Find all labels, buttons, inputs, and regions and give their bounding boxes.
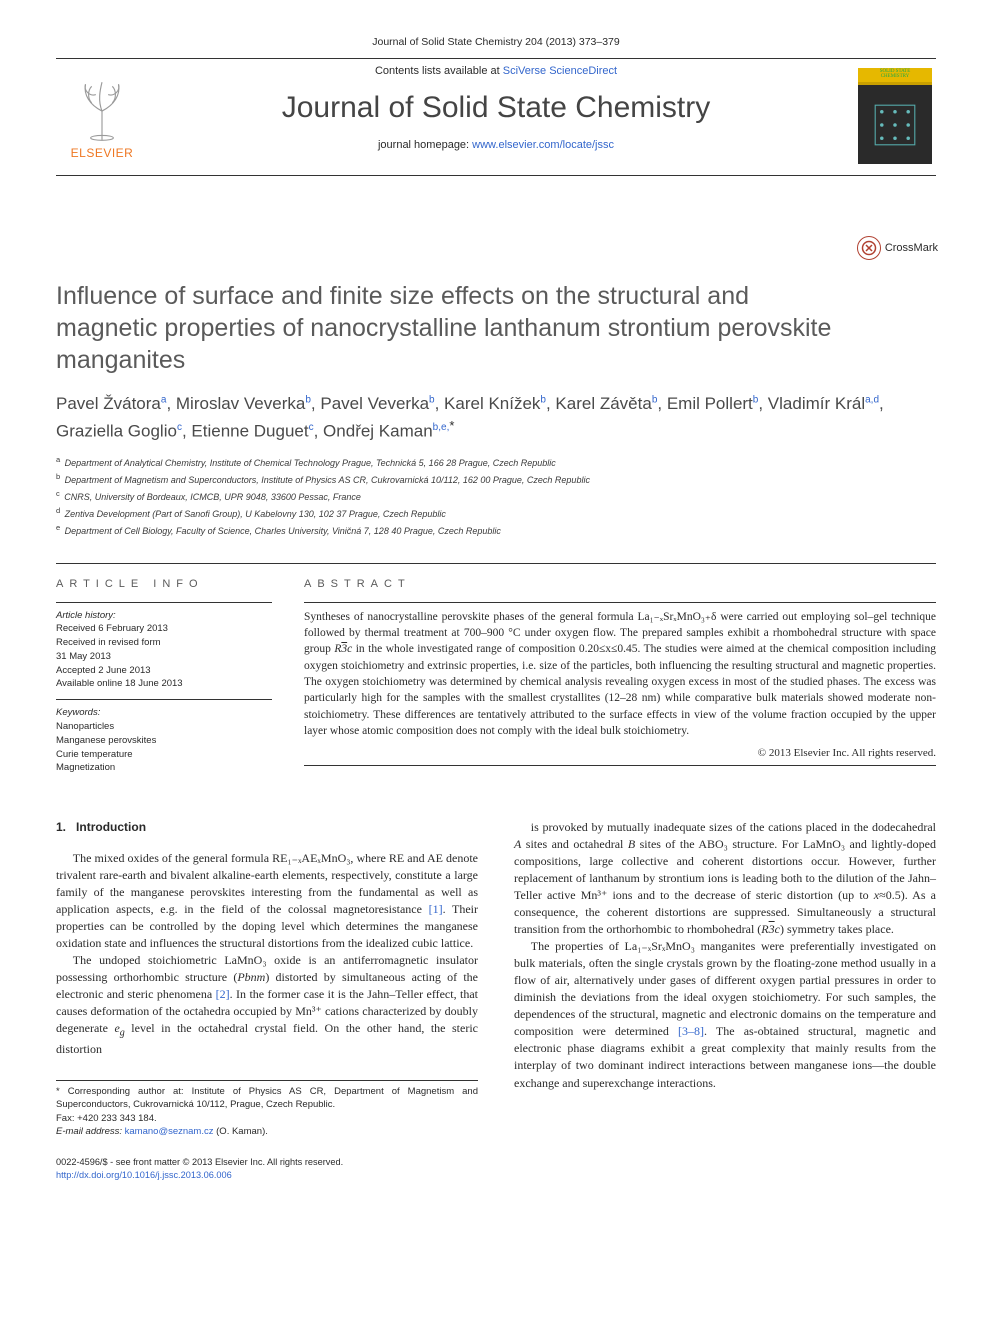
keywords-block: Keywords: NanoparticlesManganese perovsk… — [56, 706, 272, 775]
crossmark-label: CrossMark — [885, 242, 938, 254]
journal-cover-thumbnail: SOLID STATECHEMISTRY — [858, 68, 932, 164]
abstract-copyright: © 2013 Elsevier Inc. All rights reserved… — [304, 747, 936, 759]
body-paragraph: is provoked by mutually inadequate sizes… — [514, 819, 936, 938]
abstract-heading: ABSTRACT — [304, 578, 936, 590]
affiliation-line: e Department of Cell Biology, Faculty of… — [56, 522, 936, 539]
history-line: Available online 18 June 2013 — [56, 677, 272, 691]
affiliation-line: a Department of Analytical Chemistry, In… — [56, 454, 936, 471]
page-root: Journal of Solid State Chemistry 204 (20… — [0, 0, 992, 1222]
body-col-left: 1. Introduction The mixed oxides of the … — [56, 819, 478, 1138]
elsevier-publisher-label: ELSEVIER — [71, 146, 134, 160]
contents-prefix: Contents lists available at — [375, 65, 503, 77]
bottom-meta: 0022-4596/$ - see front matter © 2013 El… — [56, 1156, 936, 1182]
history-line: Received 6 February 2013 — [56, 622, 272, 636]
abstract-column: ABSTRACT Syntheses of nanocrystalline pe… — [304, 578, 936, 783]
history-line: 31 May 2013 — [56, 650, 272, 664]
section-heading: 1. Introduction — [56, 819, 478, 836]
doi-link[interactable]: http://dx.doi.org/10.1016/j.jssc.2013.06… — [56, 1170, 232, 1180]
journal-ref-text: Journal of Solid State Chemistry 204 (20… — [372, 36, 619, 48]
email-person: (O. Kaman). — [216, 1126, 268, 1137]
corresponding-author-note: * Corresponding author at: Institute of … — [56, 1085, 478, 1112]
journal-header-bar: ELSEVIER Contents lists available at Sci… — [56, 58, 936, 176]
keyword-item: Nanoparticles — [56, 720, 272, 734]
keyword-item: Manganese perovskites — [56, 734, 272, 748]
body-paragraph: The mixed oxides of the general formula … — [56, 850, 478, 952]
header-center: Contents lists available at SciVerse Sci… — [216, 65, 776, 151]
body-col-right: is provoked by mutually inadequate sizes… — [514, 819, 936, 1138]
affiliations-block: a Department of Analytical Chemistry, In… — [56, 454, 936, 539]
elsevier-tree-icon — [67, 74, 137, 144]
history-line: Received in revised form — [56, 636, 272, 650]
cover-band-label: SOLID STATECHEMISTRY — [858, 68, 932, 82]
body-columns: 1. Introduction The mixed oxides of the … — [56, 819, 936, 1138]
homepage-prefix: journal homepage: — [378, 139, 472, 151]
article-info-heading: ARTICLE INFO — [56, 578, 272, 590]
elsevier-logo: ELSEVIER — [56, 74, 148, 160]
journal-reference-line: Journal of Solid State Chemistry 204 (20… — [56, 36, 936, 48]
history-line: Accepted 2 June 2013 — [56, 664, 272, 678]
abstract-text: Syntheses of nanocrystalline perovskite … — [304, 609, 936, 740]
journal-title: Journal of Solid State Chemistry — [216, 91, 776, 125]
article-title: Influence of surface and finite size eff… — [56, 280, 856, 376]
keyword-item: Curie temperature — [56, 748, 272, 762]
crossmark-icon — [857, 236, 881, 260]
body-paragraph: The properties of La₁₋ₓSrₓMnO₃ manganite… — [514, 938, 936, 1091]
email-label: E-mail address: — [56, 1126, 125, 1137]
affiliation-line: c CNRS, University of Bordeaux, ICMCB, U… — [56, 488, 936, 505]
sciencedirect-link[interactable]: SciVerse ScienceDirect — [503, 65, 617, 77]
article-history-label: Article history: — [56, 609, 272, 623]
body-paragraph: The undoped stoichiometric LaMnO₃ oxide … — [56, 952, 478, 1058]
info-abstract-row: ARTICLE INFO Article history: Received 6… — [56, 578, 936, 783]
affiliation-line: b Department of Magnetism and Supercondu… — [56, 471, 936, 488]
issn-line: 0022-4596/$ - see front matter © 2013 El… — [56, 1156, 936, 1169]
horizontal-rule — [56, 563, 936, 564]
keywords-label: Keywords: — [56, 706, 272, 720]
footnote-block: * Corresponding author at: Institute of … — [56, 1080, 478, 1138]
fax-line: Fax: +420 233 343 184. — [56, 1112, 478, 1125]
journal-homepage-link[interactable]: www.elsevier.com/locate/jssc — [472, 139, 614, 151]
authors-line: Pavel Žvátoraa, Miroslav Veverkab, Pavel… — [56, 392, 936, 444]
section-title: Introduction — [76, 820, 146, 834]
article-info-column: ARTICLE INFO Article history: Received 6… — [56, 578, 272, 783]
section-number: 1. — [56, 820, 66, 834]
affiliation-line: d Zentiva Development (Part of Sanofi Gr… — [56, 505, 936, 522]
article-history-block: Article history: Received 6 February 201… — [56, 609, 272, 692]
crossmark-badge[interactable]: CrossMark — [857, 236, 938, 260]
keyword-item: Magnetization — [56, 761, 272, 775]
contents-line: Contents lists available at SciVerse Sci… — [216, 65, 776, 77]
homepage-line: journal homepage: www.elsevier.com/locat… — [216, 139, 776, 151]
corresponding-email-link[interactable]: kamano@seznam.cz — [125, 1126, 214, 1137]
